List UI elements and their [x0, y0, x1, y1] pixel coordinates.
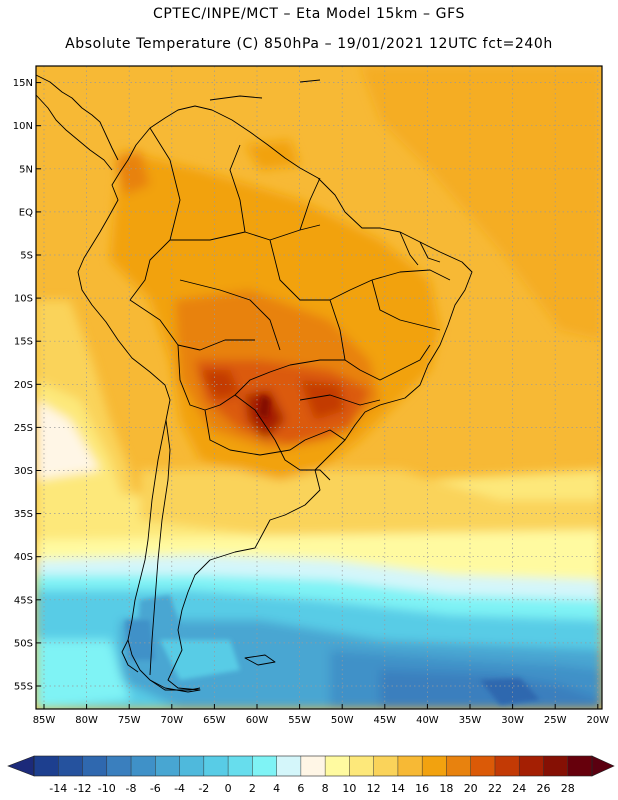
colorbar-swatch — [106, 756, 132, 776]
lon-label: 25W — [544, 715, 567, 726]
colorbar-swatch — [203, 756, 229, 776]
colorbar-labels: -14 -12 -10 -8 -6 -4 -2 0 2 4 6 8 10 12 14 16 18 20 22 24 26… — [49, 782, 574, 795]
colorbar-swatch — [397, 756, 423, 776]
map-frame — [35, 65, 603, 710]
coastlines-borders — [36, 74, 473, 693]
lon-label: 75W — [118, 715, 141, 726]
title-model-line: CPTEC/INPE/MCT – Eta Model 15km – GFS — [152, 6, 466, 22]
colorbar-label: 26 — [536, 782, 550, 795]
lon-label: 65W — [203, 715, 226, 726]
colorbar-swatch — [252, 756, 278, 776]
lat-label: 55S — [14, 682, 33, 693]
lon-label: 50W — [331, 715, 354, 726]
colorbar-swatch — [34, 756, 59, 776]
colorbar-label: -8 — [126, 782, 137, 795]
lat-label: 15S — [14, 337, 33, 348]
lat-label: 45S — [14, 595, 33, 606]
lon-label: 55W — [288, 715, 311, 726]
title-field-line: Absolute Temperature (C) 850hPa – 19/01/… — [65, 36, 553, 52]
colorbar-swatch — [179, 756, 205, 776]
lon-label: 45W — [373, 715, 396, 726]
colorbar-swatch — [543, 756, 569, 776]
latitude-labels: 15N 10N 5N EQ 5S 10S 15S 20S 25S 30S 35S 40S 45S 50S 5… — [13, 78, 41, 693]
colorbar-swatch — [470, 756, 496, 776]
lat-label: 25S — [14, 423, 33, 434]
colorbar-swatch — [422, 756, 447, 776]
lat-label: 50S — [14, 638, 33, 649]
colorbar-swatch — [228, 756, 253, 776]
lat-label: 35S — [14, 509, 33, 520]
lat-label: EQ — [19, 207, 33, 218]
lat-label: 10N — [13, 121, 33, 132]
colorbar-swatch — [300, 756, 326, 776]
lon-label: 20W — [586, 715, 609, 726]
lat-label: 10S — [14, 294, 33, 305]
lat-label: 5S — [20, 251, 33, 262]
central-america-coastline — [36, 74, 119, 161]
longitude-labels: 85W 80W 75W 70W 65W 60W 55W 50W 45W 40W 35W 30W 25W 2… — [33, 704, 609, 726]
colorbar-swatch — [494, 756, 520, 776]
colorbar-label: 28 — [561, 782, 575, 795]
colorbar-label: 12 — [367, 782, 381, 795]
lat-label: 15N — [13, 78, 33, 89]
colorbar-label: 18 — [439, 782, 453, 795]
colorbar-label: 6 — [297, 782, 304, 795]
colorbar — [7, 755, 615, 777]
temperature-field — [36, 66, 602, 709]
colorbar-label: 16 — [415, 782, 429, 795]
colorbar-border — [33, 755, 593, 777]
lon-label: 30W — [501, 715, 524, 726]
colorbar-label: 22 — [488, 782, 502, 795]
colorbar-swatch — [155, 756, 180, 776]
colorbar-high-arrow — [591, 755, 615, 777]
south-america-coastline — [77, 105, 473, 693]
colorbar-swatch — [519, 756, 544, 776]
colorbar-swatch — [58, 756, 83, 776]
lat-label: 5N — [19, 164, 33, 175]
colorbar-swatch — [325, 756, 350, 776]
colorbar-label: -4 — [174, 782, 185, 795]
colorbar-label: 14 — [391, 782, 405, 795]
colorbar-label: -10 — [98, 782, 116, 795]
colorbar-label: 2 — [249, 782, 256, 795]
colorbar-swatch — [131, 756, 156, 776]
lon-label: 35W — [459, 715, 482, 726]
colorbar-label: -12 — [74, 782, 92, 795]
colorbar-label: 20 — [464, 782, 478, 795]
lon-label: 85W — [33, 715, 56, 726]
lat-label: 20S — [14, 380, 33, 391]
lat-label: 30S — [14, 466, 33, 477]
lon-label: 80W — [75, 715, 98, 726]
colorbar-label: 0 — [225, 782, 232, 795]
colorbar-label: 10 — [342, 782, 356, 795]
lon-label: 40W — [416, 715, 439, 726]
colorbar-label: -2 — [198, 782, 209, 795]
colorbar-low-arrow — [7, 755, 35, 777]
colorbar-label: 4 — [273, 782, 280, 795]
colorbar-label: -14 — [49, 782, 67, 795]
colorbar-swatch — [276, 756, 302, 776]
lon-label: 60W — [246, 715, 269, 726]
lat-label: 40S — [14, 552, 33, 563]
colorbar-swatch — [446, 756, 472, 776]
colorbar-swatch — [82, 756, 108, 776]
graticule — [36, 66, 602, 709]
colorbar-label: 24 — [512, 782, 526, 795]
colorbar-label: -6 — [150, 782, 161, 795]
colorbar-label: 8 — [322, 782, 329, 795]
colorbar-swatch — [349, 756, 375, 776]
colorbar-swatch — [567, 756, 593, 776]
colorbar-swatch — [373, 756, 399, 776]
lon-label: 70W — [160, 715, 183, 726]
